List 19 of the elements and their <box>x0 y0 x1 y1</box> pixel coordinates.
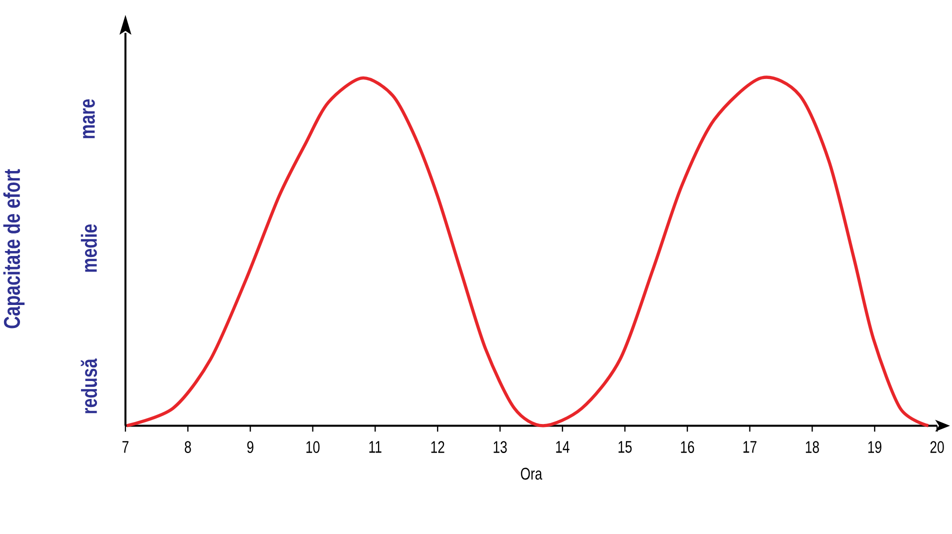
x-axis-title: Ora <box>520 468 542 480</box>
x-tick-label: 14 <box>556 441 570 453</box>
text: medie <box>80 224 97 272</box>
x-tick-label: 15 <box>618 441 632 453</box>
x-tick-label: 10 <box>306 441 320 453</box>
text: mare <box>82 99 95 138</box>
x-tick-label: 16 <box>681 441 694 453</box>
x-tick-label: 8 <box>184 441 191 453</box>
x-tick-label: 18 <box>806 441 819 453</box>
x-tick-label: 20 <box>930 441 944 453</box>
x-tick-label: 19 <box>868 441 882 453</box>
x-tick-label: 9 <box>247 441 254 453</box>
x-tick-label: 7 <box>122 441 128 453</box>
x-tick-label: 13 <box>494 441 507 453</box>
x-tick-label: 12 <box>431 441 444 453</box>
x-tick-label: 17 <box>743 441 756 453</box>
y-axis-title: Capacitate de efort <box>3 169 25 328</box>
text: redusă <box>80 358 98 414</box>
x-tick-label: 11 <box>369 441 382 453</box>
